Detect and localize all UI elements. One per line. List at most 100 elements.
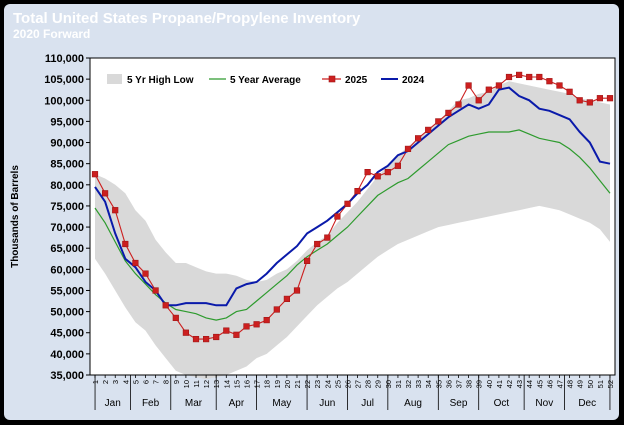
month-label: Aug	[404, 398, 422, 409]
x-tick-label: 34	[424, 380, 433, 388]
y-axis-label: Thousands of Barrels	[10, 165, 21, 268]
series-2025-point	[213, 333, 220, 341]
y-tick-label: 110,000	[45, 53, 84, 65]
month-label: Feb	[142, 398, 160, 409]
month-label: Apr	[229, 398, 245, 409]
y-tick-label: 45,000	[50, 328, 84, 340]
x-tick-label: 52	[606, 380, 615, 388]
series-2025-point	[576, 97, 583, 104]
x-tick-label: 13	[212, 380, 221, 388]
y-tick-label: 85,000	[50, 159, 84, 171]
y-tick-label: 60,000	[50, 264, 84, 276]
x-tick-label: 29	[374, 380, 383, 388]
y-tick-label: 90,000	[50, 138, 84, 150]
x-tick-label: 42	[505, 380, 514, 388]
x-tick-label: 26	[343, 380, 352, 388]
x-tick-label: 3	[111, 380, 120, 384]
x-tick-label: 47	[555, 380, 564, 388]
x-tick-label: 46	[545, 380, 554, 388]
series-2025-point	[515, 71, 523, 78]
x-tick-label: 38	[465, 380, 474, 388]
x-tick-label: 49	[576, 380, 585, 388]
x-tick-label: 41	[495, 380, 504, 388]
series-2025-point	[536, 73, 543, 81]
x-tick-label: 7	[152, 380, 161, 384]
x-tick-label: 35	[434, 380, 443, 388]
series-2025-point	[192, 335, 200, 343]
x-tick-label: 36	[444, 380, 453, 388]
x-tick-label: 51	[596, 380, 605, 388]
x-tick-label: 15	[232, 380, 241, 388]
series-2025-markers	[91, 71, 614, 343]
x-tick-label: 11	[192, 380, 201, 388]
y-tick-label: 80,000	[50, 180, 84, 192]
series-2025-point	[475, 97, 482, 104]
series-2025-point	[445, 109, 452, 116]
series-2025-point	[132, 259, 139, 267]
series-2025-point	[455, 101, 462, 108]
chart-svg: 35,000 40,000 45,000 50,000 55,000 60,000 65,0…	[10, 53, 616, 410]
x-tick-label: 12	[202, 380, 211, 388]
series-2025-point	[283, 295, 291, 303]
legend-label-band: 5 Yr High Low	[127, 75, 194, 86]
series-2025-point	[142, 270, 149, 277]
y-tick-label: 100,000	[44, 95, 84, 107]
series-2025-point	[223, 327, 230, 334]
x-tick-label: 18	[263, 380, 272, 388]
y-tick-label: 35,000	[50, 370, 84, 382]
series-2025-point	[112, 207, 119, 214]
series-2025-point	[374, 173, 381, 180]
month-label: Jul	[361, 398, 374, 409]
five-year-average-line	[94, 129, 611, 321]
legend-swatch-band	[107, 74, 122, 84]
x-tick-label: 33	[414, 380, 423, 388]
y-axis: 35,000 40,000 45,000 50,000 55,000 60,000 65,0…	[44, 53, 90, 382]
series-2025-point	[91, 171, 99, 178]
series-2025-point	[303, 257, 311, 265]
y-tick-label: 40,000	[50, 349, 84, 361]
series-2025-point	[586, 99, 593, 106]
month-label: Sep	[450, 398, 468, 409]
chart-title: Total United States Propane/Propylene In…	[13, 10, 361, 27]
month-label: Mar	[185, 398, 203, 409]
series-2025-point	[505, 73, 513, 81]
x-tick-label: 40	[485, 380, 494, 388]
series-2025-point	[394, 162, 402, 169]
series-2025-point	[122, 240, 129, 248]
series-2025-point	[526, 73, 533, 81]
x-tick-label: 22	[303, 380, 312, 388]
series-2025-point	[495, 82, 503, 89]
y-tick-label: 70,000	[50, 222, 84, 234]
series-2025-point	[404, 145, 412, 153]
series-2025-point	[425, 126, 432, 133]
series-2025-point	[606, 95, 614, 102]
y-tick-label: 75,000	[50, 201, 84, 213]
month-label: Oct	[494, 398, 510, 409]
chart-subtitle: 2020 Forward	[13, 27, 91, 41]
series-2025-point	[162, 302, 169, 309]
series-2025-point	[344, 200, 351, 207]
month-label: Jan	[105, 398, 121, 409]
series-2025-point	[203, 335, 210, 343]
series-2025-point	[273, 306, 280, 313]
x-tick-label: 10	[182, 380, 191, 388]
series-2025-point	[182, 329, 190, 336]
series-2025-point	[596, 95, 603, 102]
x-tick-label: 48	[566, 380, 575, 388]
month-label: Dec	[578, 398, 596, 409]
x-tick-label: 30	[384, 380, 393, 388]
x-tick-label: 17	[253, 380, 262, 388]
x-tick-label: 5	[131, 380, 140, 384]
x-tick-label: 21	[293, 380, 302, 388]
legend-label-2025: 2025	[345, 75, 368, 86]
x-tick-label: 32	[404, 380, 413, 388]
series-2025-point	[354, 188, 361, 195]
x-tick-label: 31	[394, 380, 403, 388]
x-axis: 1 2 3 4 5 6 7 8 9 10 11 12 13 14 15 16 17 18 19 20 21 22 23 24 2…	[91, 375, 615, 410]
series-2025-point	[102, 190, 109, 197]
plot-border	[89, 57, 616, 376]
series-2025-point	[485, 86, 492, 93]
x-tick-label: 25	[333, 380, 342, 388]
x-tick-label: 39	[475, 380, 484, 388]
series-2025-point	[465, 82, 472, 89]
